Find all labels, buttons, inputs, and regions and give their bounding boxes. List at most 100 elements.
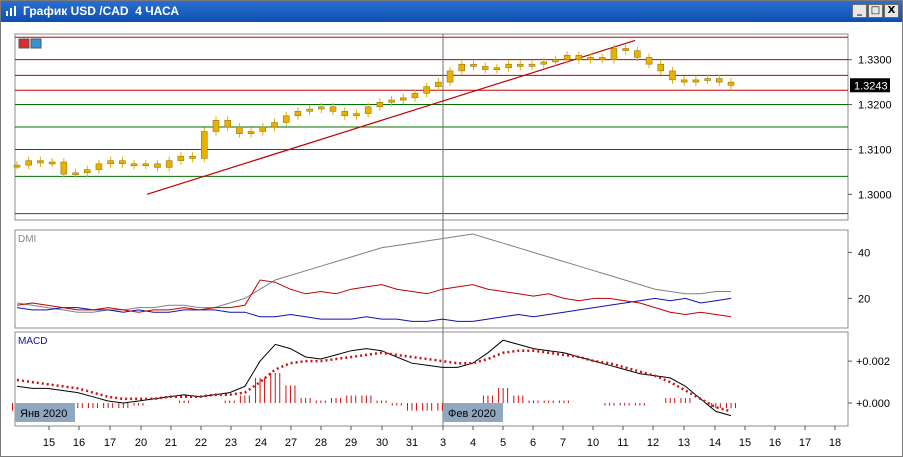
price-y-axis: 1.3300 1.3200 1.3100 1.3000	[848, 55, 892, 201]
candle-body	[48, 161, 56, 165]
blue-marker-button[interactable]	[30, 38, 42, 49]
dmi-tick-label: 20	[858, 293, 870, 305]
x-tick-label: 10	[587, 437, 599, 449]
candle	[142, 159, 150, 170]
candle	[189, 152, 196, 163]
x-tick-label: 18	[829, 437, 841, 449]
macd-tick-label: +0.002	[856, 356, 890, 368]
candle	[119, 156, 126, 168]
candle-body	[353, 113, 360, 117]
macd-signal-line	[16, 349, 732, 413]
macd-tick-label: +0.000	[856, 398, 890, 410]
candle	[177, 152, 185, 165]
candle	[692, 75, 700, 87]
dmi-panel	[14, 229, 849, 329]
candle-body	[154, 163, 161, 168]
trendline	[146, 39, 636, 195]
candle	[575, 51, 583, 64]
candle	[165, 156, 173, 172]
candle-body	[669, 70, 676, 81]
candle	[259, 122, 267, 136]
x-tick-label: 16	[769, 437, 781, 449]
x-tick-label: 14	[709, 437, 721, 449]
macd-series	[16, 339, 732, 417]
red-marker-button[interactable]	[18, 38, 30, 49]
candle	[645, 53, 653, 69]
candle-body	[575, 54, 583, 60]
x-tick-label: 7	[560, 437, 566, 449]
candle	[318, 102, 325, 114]
candle	[657, 60, 665, 75]
window-title: График USD /CAD 4 ЧАСА	[23, 4, 180, 18]
candle-body	[341, 111, 348, 117]
candle-body	[563, 54, 571, 60]
x-tick-label: 24	[255, 437, 267, 449]
candle-body	[306, 108, 313, 112]
x-tick-label: 22	[195, 437, 207, 449]
candle-body	[364, 106, 372, 114]
x-tick-label: 11	[617, 437, 628, 449]
candle-body	[622, 48, 629, 51]
candle-body	[657, 63, 665, 72]
candle-body	[505, 63, 512, 69]
restore-button[interactable]: □	[868, 4, 883, 18]
candle	[376, 98, 384, 111]
candle-body	[446, 70, 454, 83]
macd-main-line	[16, 339, 732, 417]
minimize-button[interactable]: _	[852, 4, 867, 18]
candle-body	[177, 155, 185, 161]
candle	[458, 60, 466, 75]
candle	[294, 107, 302, 120]
candle-body	[189, 155, 196, 159]
candle-body	[411, 93, 419, 99]
candle	[25, 156, 32, 170]
period-label: Фев 2020	[443, 403, 503, 422]
x-tick-label: 13	[678, 437, 690, 449]
candle-body	[201, 131, 208, 159]
candle-body	[83, 169, 91, 174]
dmi-label: DMI	[18, 234, 36, 245]
x-tick-label: 16	[73, 437, 85, 449]
candle	[563, 51, 571, 64]
candle-body	[318, 106, 325, 110]
candle-body	[470, 63, 477, 67]
x-axis-ticks: 15 16 17 20 21 22 23 24 27 28 29 30 31 3 4 5 6 7 10 11 12 13 1…	[43, 426, 841, 449]
x-tick-label: 27	[285, 437, 297, 449]
candle	[622, 44, 629, 55]
candle-body	[692, 79, 700, 83]
price-tick-label: 1.3100	[858, 144, 892, 156]
candle-body	[727, 81, 735, 86]
candle	[435, 78, 442, 91]
candle-body	[481, 66, 489, 70]
period-label-text: Янв 2020	[20, 408, 67, 420]
candle-body	[236, 126, 243, 134]
candle-body	[282, 115, 290, 123]
candle	[154, 159, 161, 172]
candle	[411, 89, 419, 102]
candle	[13, 161, 21, 170]
candle	[505, 60, 512, 72]
candle	[540, 57, 547, 69]
x-tick-label: 31	[406, 437, 418, 449]
candle	[470, 60, 477, 71]
candle	[481, 62, 489, 74]
macd-panel	[14, 331, 849, 427]
candle	[528, 60, 536, 71]
candle-body	[587, 57, 594, 60]
candle-body	[645, 57, 653, 65]
x-tick-label: 20	[135, 437, 147, 449]
candle-body	[60, 161, 68, 175]
candle-body	[259, 126, 267, 132]
dmi-y-axis: 40 20	[848, 247, 870, 305]
candle	[400, 93, 407, 105]
close-button[interactable]: X	[884, 4, 899, 18]
candle-body	[540, 61, 547, 65]
x-tick-label: 3	[440, 437, 446, 449]
candle-body	[25, 160, 32, 166]
candle-body	[165, 160, 173, 168]
candle	[341, 107, 348, 120]
chart-area: 1.3300 1.3200 1.3100 1.3000 1.3243 DMI 40 20…	[12, 33, 892, 449]
macd-y-axis: +0.002 +0.000	[848, 356, 890, 410]
candle-body	[224, 120, 231, 128]
